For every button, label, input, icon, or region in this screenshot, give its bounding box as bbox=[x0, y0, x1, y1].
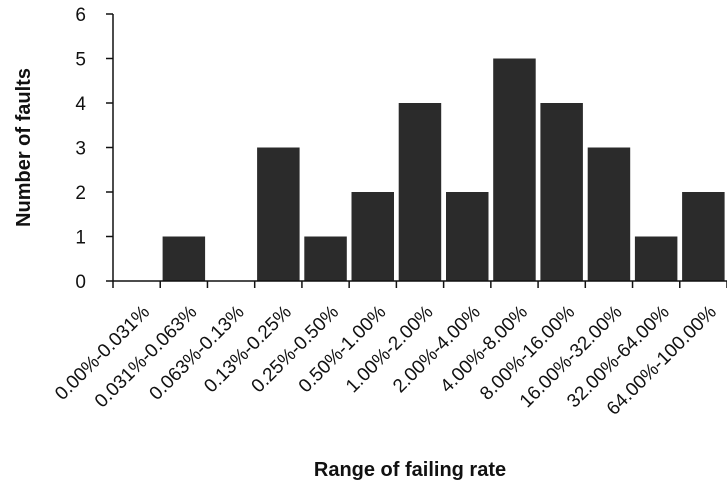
bar-4 bbox=[257, 147, 300, 281]
y-axis-ticks: 0 1 2 3 4 5 6 bbox=[75, 5, 113, 293]
y-tick-label: 2 bbox=[75, 183, 86, 204]
bar-11 bbox=[587, 147, 631, 281]
x-axis-ticks: 0.00%-0.031%0.031%-0.063%0.063%-0.13%0.1… bbox=[51, 281, 727, 420]
y-tick-label: 3 bbox=[75, 139, 86, 160]
bar-2 bbox=[162, 236, 206, 281]
bar-10 bbox=[540, 103, 583, 281]
y-tick-label: 0 bbox=[75, 272, 86, 293]
bar-7 bbox=[398, 103, 442, 281]
y-tick-label: 4 bbox=[75, 94, 86, 115]
y-tick-label: 5 bbox=[75, 50, 86, 71]
bar-5 bbox=[304, 236, 347, 281]
bar-8 bbox=[446, 192, 489, 281]
bar-12 bbox=[634, 236, 678, 281]
y-tick-label: 1 bbox=[75, 228, 86, 249]
bar-6 bbox=[351, 192, 394, 281]
bar-13 bbox=[682, 192, 725, 281]
bar-9 bbox=[493, 58, 536, 281]
x-axis-title: Range of failing rate bbox=[314, 459, 506, 481]
y-tick-label: 6 bbox=[75, 5, 86, 26]
y-axis-title: Number of faults bbox=[13, 68, 35, 227]
plot-area bbox=[162, 58, 725, 281]
